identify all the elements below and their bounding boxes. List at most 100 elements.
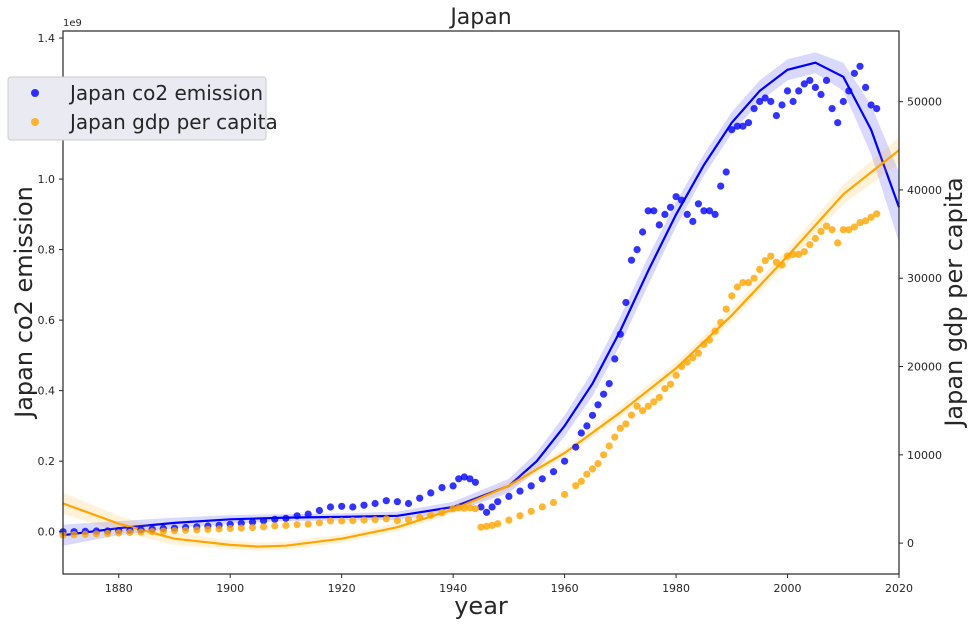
data-point-gdp (650, 398, 658, 406)
data-point-gdp (282, 521, 290, 530)
data-point-gdp (471, 505, 479, 513)
x-tick-label: 2020 (885, 582, 913, 595)
data-point-gdp (226, 524, 234, 533)
data-point-co2 (756, 97, 764, 106)
data-point-co2 (644, 207, 652, 215)
data-point-co2 (538, 475, 546, 483)
data-point-co2 (689, 217, 697, 225)
data-point-gdp (572, 482, 580, 490)
data-point-co2 (834, 119, 842, 127)
data-point-co2 (588, 411, 597, 419)
data-point-gdp (460, 504, 468, 512)
data-point-gdp (600, 451, 608, 459)
right-tick-label: 20000 (907, 361, 942, 374)
data-point-co2 (744, 119, 753, 127)
data-point-co2 (850, 69, 859, 77)
data-point-gdp (605, 442, 613, 450)
data-point-co2 (633, 246, 641, 254)
data-point-gdp (416, 513, 424, 522)
data-point-co2 (404, 499, 413, 508)
data-point-gdp (371, 516, 379, 524)
data-point-gdp (360, 516, 368, 524)
data-point-co2 (338, 502, 346, 510)
left-axis-multiplier: 1e9 (63, 18, 82, 29)
left-tick-label: 0.4 (38, 385, 56, 398)
data-point-gdp (739, 279, 747, 287)
right-axis-label: Japan gdp per capita (940, 177, 968, 428)
data-point-co2 (678, 196, 686, 204)
data-point-gdp (193, 526, 201, 534)
data-point-co2 (711, 210, 719, 218)
left-axis-ticks: 0.00.20.40.60.81.01.21.4 (38, 32, 63, 539)
legend: Japan co2 emission Japan gdp per capita (7, 76, 278, 141)
data-point-co2 (600, 390, 608, 398)
data-point-gdp (126, 528, 134, 537)
data-point-co2 (427, 489, 435, 497)
data-point-gdp (477, 523, 485, 531)
data-point-gdp (867, 213, 875, 221)
data-point-gdp (148, 528, 156, 536)
data-point-gdp (811, 234, 820, 243)
data-point-co2 (655, 221, 663, 229)
x-tick-label: 1900 (216, 582, 244, 595)
data-point-gdp (761, 257, 769, 265)
data-point-gdp (800, 248, 808, 256)
data-point-gdp (304, 520, 312, 528)
data-point-co2 (371, 499, 379, 508)
data-point-co2 (728, 126, 736, 134)
data-point-gdp (577, 477, 585, 485)
x-tick-label: 1960 (551, 582, 579, 595)
data-point-gdp (170, 527, 179, 535)
data-point-gdp (678, 362, 686, 371)
data-point-gdp (594, 460, 602, 468)
data-point-gdp (81, 530, 89, 538)
data-point-gdp (817, 227, 825, 235)
data-point-co2 (561, 457, 569, 465)
data-point-gdp (845, 226, 853, 234)
data-point-gdp (722, 305, 730, 313)
x-tick-label: 1920 (328, 582, 356, 595)
data-point-gdp (449, 505, 457, 513)
data-point-co2 (806, 76, 814, 84)
data-point-co2 (811, 83, 820, 91)
scatter-points (59, 62, 881, 539)
data-point-gdp (862, 217, 870, 225)
data-point-gdp (728, 292, 736, 300)
data-point-co2 (360, 501, 368, 509)
data-point-co2 (315, 506, 323, 515)
right-tick-label: 10000 (907, 449, 942, 462)
data-point-gdp (70, 531, 78, 539)
left-tick-label: 1.0 (38, 173, 56, 186)
data-point-co2 (778, 101, 786, 109)
left-tick-label: 0.2 (38, 455, 56, 468)
left-tick-label: 0.8 (38, 244, 56, 257)
plot-frame (62, 30, 900, 575)
left-tick-label: 0.0 (38, 526, 56, 539)
data-point-co2 (616, 330, 624, 338)
data-point-gdp (806, 241, 814, 249)
data-point-gdp (248, 524, 257, 532)
data-point-gdp (260, 523, 268, 531)
data-point-co2 (549, 468, 558, 476)
data-point-gdp (756, 265, 764, 273)
data-point-co2 (438, 484, 446, 492)
data-point-gdp (772, 258, 781, 266)
data-point-co2 (583, 422, 591, 430)
legend-box (7, 76, 267, 141)
data-point-co2 (477, 503, 485, 511)
data-point-gdp (404, 516, 413, 524)
data-point-co2 (761, 94, 769, 102)
data-point-gdp (689, 354, 697, 362)
data-point-co2 (605, 380, 613, 388)
data-point-gdp (382, 515, 390, 523)
data-point-gdp (338, 517, 346, 525)
data-point-gdp (856, 219, 864, 227)
left-tick-label: 1.4 (38, 32, 56, 45)
data-point-gdp (516, 512, 524, 520)
data-point-co2 (666, 203, 675, 211)
data-point-gdp (644, 402, 652, 410)
data-point-gdp (783, 252, 792, 260)
data-point-gdp (438, 508, 446, 517)
data-point-co2 (862, 83, 870, 91)
